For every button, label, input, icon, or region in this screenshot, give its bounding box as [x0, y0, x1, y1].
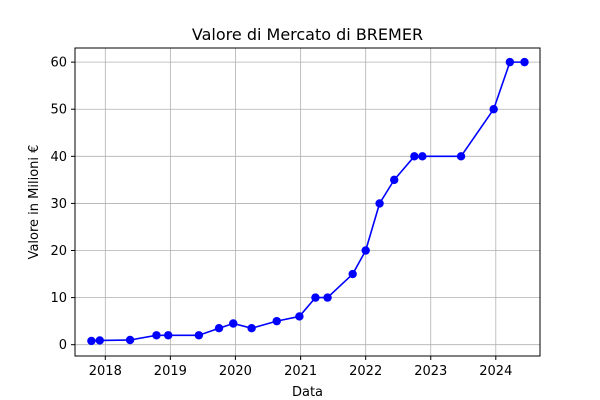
- data-point: [410, 152, 419, 161]
- data-point: [194, 331, 204, 340]
- data-point: [418, 152, 427, 161]
- y-tick-label: 0: [59, 338, 67, 353]
- data-point: [311, 293, 320, 302]
- x-tick-label: 2024: [479, 364, 512, 379]
- x-axis-ticks: 2018 2019 2020 2021 2022 2023 2024: [89, 356, 512, 379]
- x-tick-label: 2022: [349, 364, 382, 379]
- x-axis-title: Data: [292, 385, 323, 400]
- y-tick-label: 40: [50, 150, 67, 165]
- data-point: [164, 331, 173, 340]
- data-point: [125, 335, 135, 345]
- data-point: [361, 246, 370, 255]
- y-tick-label: 20: [50, 244, 67, 259]
- data-point: [489, 105, 498, 114]
- x-tick-label: 2020: [219, 364, 252, 379]
- y-axis-title: Valore in Milioni €: [27, 145, 42, 260]
- y-axis-ticks: 0 10 20 30 40 50 60: [50, 56, 75, 353]
- data-markers: [87, 57, 529, 346]
- data-point: [247, 324, 256, 333]
- y-tick-label: 50: [50, 103, 67, 118]
- data-point: [390, 175, 399, 185]
- data-point: [87, 336, 96, 346]
- data-point: [520, 57, 529, 67]
- data-point: [295, 312, 304, 321]
- x-tick-label: 2021: [284, 364, 317, 379]
- data-point: [272, 316, 281, 326]
- data-point: [214, 324, 224, 333]
- x-tick-label: 2018: [89, 364, 122, 379]
- data-point: [152, 331, 161, 340]
- data-point: [375, 199, 384, 208]
- data-point: [456, 152, 466, 161]
- data-point: [95, 336, 104, 345]
- series-line-layer: [91, 61, 525, 342]
- data-point: [229, 319, 238, 328]
- data-point: [348, 269, 357, 279]
- data-point: [505, 57, 515, 67]
- y-tick-label: 10: [50, 291, 67, 306]
- grid-lines: [75, 48, 540, 356]
- data-point: [323, 293, 332, 302]
- y-tick-label: 60: [50, 56, 67, 71]
- chart-title: Valore di Mercato di BREMER: [192, 25, 423, 44]
- y-tick-label: 30: [50, 197, 67, 212]
- x-tick-label: 2023: [414, 364, 447, 379]
- x-tick-label: 2019: [154, 364, 187, 379]
- series-line: [91, 61, 525, 342]
- plot-frame: [74, 47, 541, 357]
